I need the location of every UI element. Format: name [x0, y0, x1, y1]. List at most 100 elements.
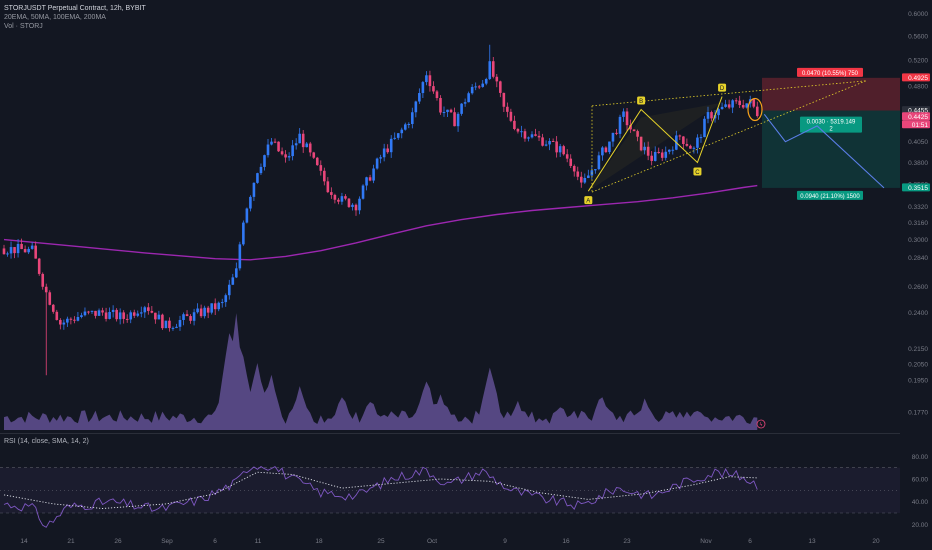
candle-body [703, 118, 706, 138]
candle-body [235, 268, 238, 278]
candle-body [41, 273, 45, 287]
price-label-text-entry: 0.4455 [908, 108, 928, 115]
candle-body [340, 196, 344, 202]
candle-body [351, 204, 354, 207]
candle-body [347, 198, 351, 207]
candle-body [449, 109, 453, 113]
abcd-pattern-drawing[interactable]: A B C D [584, 80, 867, 205]
candle-body [143, 307, 147, 313]
stop-loss-zone[interactable] [762, 77, 900, 111]
candle-body [692, 147, 696, 149]
date-tick-label: Nov [700, 538, 712, 545]
candle-body [403, 124, 407, 130]
date-tick-label: 26 [114, 538, 122, 545]
candle-body [224, 295, 228, 303]
candle-body [731, 100, 734, 108]
price-label-current [902, 112, 930, 121]
candle-body [724, 104, 727, 107]
candle-body [62, 322, 66, 325]
candle-body [104, 312, 108, 319]
candle-body [660, 152, 664, 158]
candle-body [90, 310, 94, 312]
volume-series [4, 313, 758, 430]
volume-legend: Vol · STORJ [4, 23, 43, 30]
candle-body [689, 145, 692, 149]
candle-body [671, 149, 675, 151]
candle-body [154, 312, 157, 320]
rsi-tick-label: 60.00 [912, 477, 929, 484]
candle-body [509, 111, 513, 121]
candle-body [48, 292, 52, 305]
candle-body [284, 154, 287, 158]
candle-body [734, 100, 738, 102]
price-tick-label: 0.2400 [908, 310, 928, 317]
candle-body [453, 112, 456, 127]
candle-body [83, 311, 87, 316]
price-tick-label: 0.3000 [908, 237, 928, 244]
candle-body [365, 177, 368, 186]
candle-body [277, 141, 280, 152]
wedge-lower-line [591, 80, 867, 193]
date-tick-label: 6 [213, 538, 217, 545]
pattern-point-c[interactable] [693, 167, 702, 176]
price-tick-label: 0.2150 [908, 346, 928, 353]
alert-icon[interactable] [756, 419, 766, 429]
candle-body [73, 319, 76, 321]
candle-body [597, 155, 601, 170]
pattern-point-b[interactable] [637, 96, 646, 105]
projection-path[interactable] [763, 113, 885, 189]
candle-body [372, 168, 375, 181]
candle-body [308, 143, 312, 153]
candle-body [344, 196, 347, 199]
candle-body [319, 165, 323, 171]
candle-body [632, 129, 636, 132]
candle-body [400, 129, 404, 134]
candle-body [425, 75, 428, 83]
candle-body [330, 192, 333, 195]
price-tick-label: 0.5200 [908, 58, 928, 65]
candle-body [227, 284, 231, 296]
candle-body [587, 175, 590, 178]
candle-body [242, 222, 245, 245]
rsi-tick-label: 40.00 [912, 499, 929, 506]
candle-body [55, 311, 59, 320]
date-tick-label: 16 [562, 538, 570, 545]
price-tick-label: 0.3320 [908, 204, 928, 211]
candle-body [337, 199, 340, 202]
candle-body [414, 101, 418, 113]
projection-line[interactable] [763, 113, 885, 189]
date-tick-label: Oct [427, 538, 437, 545]
rsi-line [3, 466, 758, 528]
price-tick-label: 0.5600 [908, 33, 928, 40]
candle-body [80, 315, 83, 318]
candle-body [456, 113, 460, 127]
candle-body [263, 155, 266, 167]
candle-body [484, 79, 488, 84]
candle-body [555, 141, 558, 153]
candle-body [111, 309, 115, 312]
pane-divider [0, 433, 900, 434]
price-label-text-current: 0.4425 [908, 114, 928, 121]
candle-body [678, 135, 682, 137]
pattern-point-a[interactable] [584, 196, 593, 205]
highlight-circle[interactable] [747, 97, 763, 122]
candle-body [266, 144, 270, 156]
candle-body [245, 208, 249, 223]
pattern-point-d[interactable] [718, 83, 727, 92]
candle-body [513, 120, 516, 129]
candle-body [273, 141, 277, 143]
candle-body [548, 141, 551, 145]
candle-body [491, 61, 495, 77]
candle-body [252, 182, 256, 197]
candle-body [653, 151, 657, 161]
candle-body [182, 314, 185, 320]
date-tick-label: 13 [808, 538, 816, 545]
candle-body [650, 155, 653, 161]
candle-body [601, 147, 604, 156]
candle-body [477, 86, 481, 88]
candle-body [386, 148, 389, 153]
candle-body [115, 309, 118, 320]
candle-body [270, 141, 273, 145]
